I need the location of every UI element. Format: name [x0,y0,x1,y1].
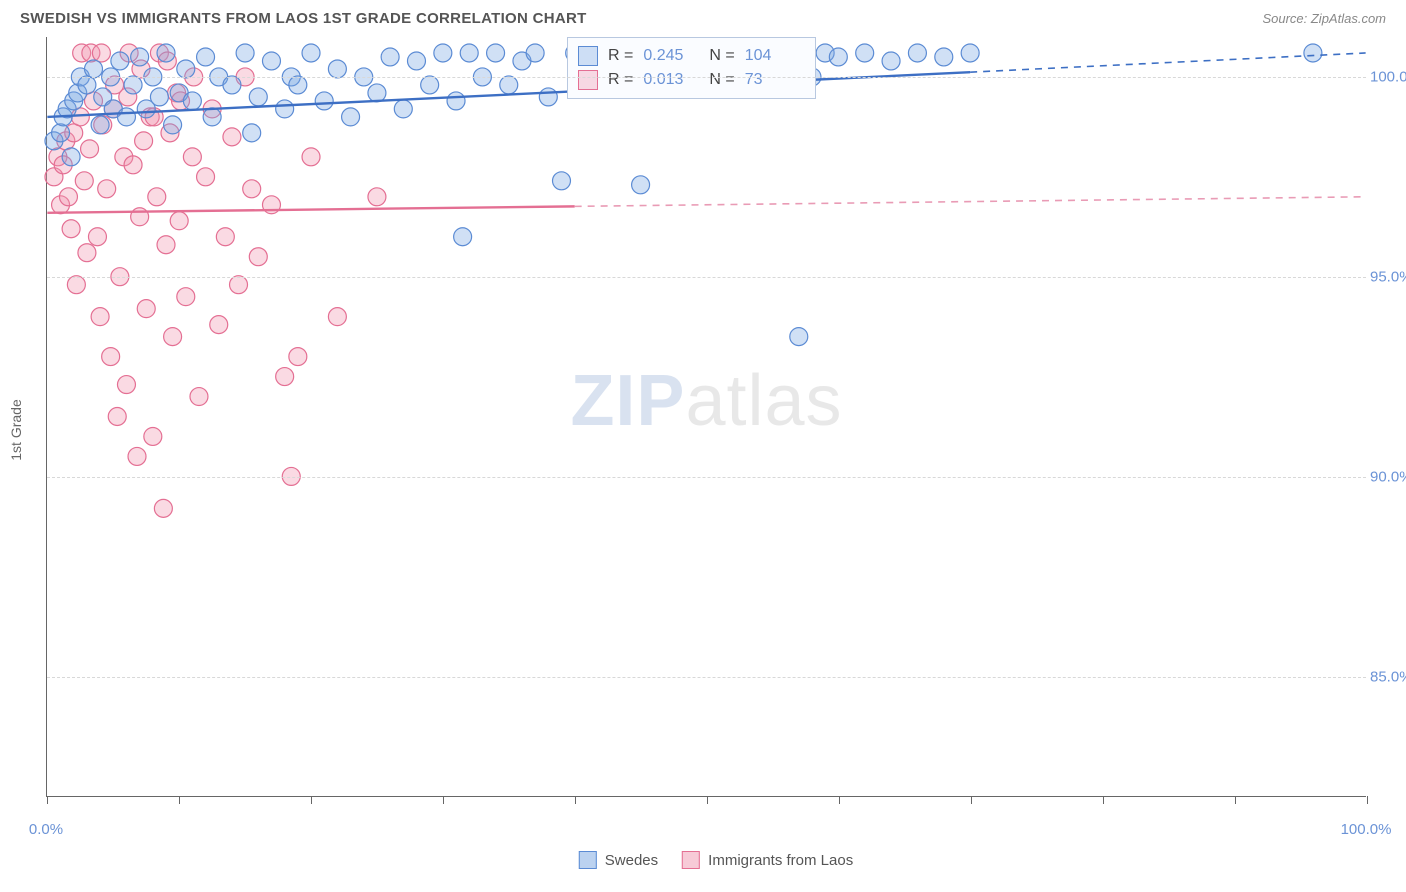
chart-title: SWEDISH VS IMMIGRANTS FROM LAOS 1ST GRAD… [20,10,587,27]
stats-row-swedes: R = 0.245 N = 104 [578,44,801,68]
stats-n-value-swedes: 104 [745,44,801,68]
y-axis-title: 1st Grade [8,399,24,460]
x-tick-label: 0.0% [29,821,63,838]
plot-svg [47,37,1366,796]
stats-r-label: R = [608,44,633,68]
stats-n-label: N = [709,68,734,92]
legend-label-laos: Immigrants from Laos [708,852,853,869]
scatter-plot: ZIPatlas R = 0.245 N = 104 R = 0.013 N =… [46,37,1366,797]
stats-swatch-laos [578,70,598,90]
y-tick-label: 90.0% [1370,469,1406,486]
stats-r-value-laos: 0.013 [643,68,699,92]
chart-source: Source: ZipAtlas.com [1262,11,1386,26]
legend-label-swedes: Swedes [605,852,658,869]
chart-header: SWEDISH VS IMMIGRANTS FROM LAOS 1ST GRAD… [0,0,1406,33]
legend-bottom: Swedes Immigrants from Laos [579,851,853,869]
x-tick-label: 100.0% [1341,821,1392,838]
stats-r-value-swedes: 0.245 [643,44,699,68]
y-tick-label: 95.0% [1370,269,1406,286]
stats-legend-box: R = 0.245 N = 104 R = 0.013 N = 73 [567,37,816,99]
legend-item-swedes: Swedes [579,851,658,869]
stats-n-label: N = [709,44,734,68]
legend-swatch-swedes [579,851,597,869]
stats-row-laos: R = 0.013 N = 73 [578,68,801,92]
legend-item-laos: Immigrants from Laos [682,851,853,869]
chart-container: 1st Grade ZIPatlas R = 0.245 N = 104 R =… [46,37,1386,823]
x-axis-labels: 0.0%100.0% [46,797,1366,823]
legend-swatch-laos [682,851,700,869]
stats-r-label: R = [608,68,633,92]
y-tick-label: 100.0% [1370,69,1406,86]
y-tick-label: 85.0% [1370,669,1406,686]
stats-swatch-swedes [578,46,598,66]
stats-n-value-laos: 73 [745,68,801,92]
